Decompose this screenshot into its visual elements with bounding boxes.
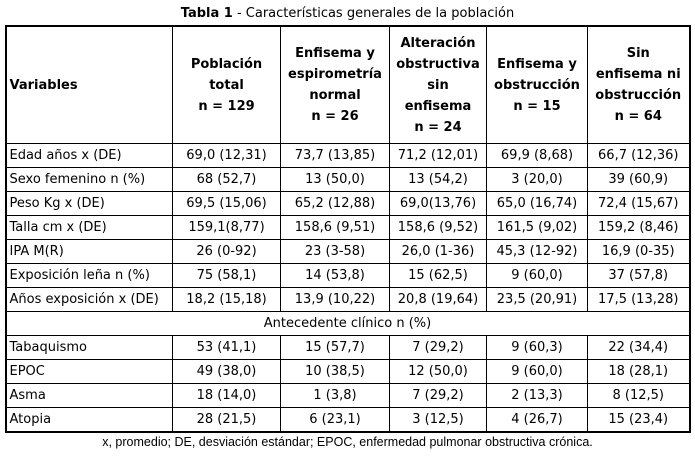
row-value: 17,5 (13,28) bbox=[587, 287, 690, 312]
row-value: 18,2 (15,18) bbox=[172, 287, 281, 312]
table-row: Asma 18 (14,0) 1 (3,8) 7 (29,2) 2 (13,3) 8 (1… bbox=[5, 383, 690, 408]
row-value: 13 (54,2) bbox=[389, 167, 487, 192]
row-value: 159,2 (8,46) bbox=[587, 215, 690, 240]
table-row: Sexo femenino n (%) 68 (52,7) 13 (50,0) 13 … bbox=[5, 167, 690, 192]
row-value: 16,9 (0-35) bbox=[587, 239, 690, 264]
table-section: Antecedente clínico n (%) bbox=[5, 311, 690, 336]
table-row: Atopia 28 (21,5) 6 (23,1) 3 (12,5) 4 (26,7) 1… bbox=[5, 407, 690, 433]
row-value: 13,9 (10,22) bbox=[280, 287, 390, 312]
table-row: Talla cm x (DE) 159,1(8,77) 158,6 (9,51) 15… bbox=[5, 215, 690, 240]
row-value: 3 (12,5) bbox=[389, 407, 487, 433]
row-value: 69,0 (12,31) bbox=[172, 143, 281, 168]
table-row: EPOC 49 (38,0) 10 (38,5) 12 (50,0) 9 (60,0) 1… bbox=[5, 359, 690, 384]
row-value: 18 (14,0) bbox=[172, 383, 281, 408]
row-value: 15 (57,7) bbox=[280, 335, 390, 360]
row-value: 15 (23,4) bbox=[587, 407, 690, 433]
row-value: 13 (50,0) bbox=[280, 167, 390, 192]
characteristics-table: Variables Población total n = 129 Enfise… bbox=[4, 25, 691, 433]
header-poblacion-total: Población total n = 129 bbox=[172, 25, 281, 144]
row-value: 8 (12,5) bbox=[587, 383, 690, 408]
row-value: 9 (60,3) bbox=[486, 335, 588, 360]
row-label: Sexo femenino n (%) bbox=[5, 167, 173, 192]
table-title-text: - Características generales de la poblac… bbox=[232, 6, 515, 21]
row-value: 1 (3,8) bbox=[280, 383, 390, 408]
table-row: Edad años x (DE) 69,0 (12,31) 73,7 (13,85)… bbox=[5, 143, 690, 168]
row-label: Edad años x (DE) bbox=[5, 143, 173, 168]
row-label: Talla cm x (DE) bbox=[5, 215, 173, 240]
table-header: Variables Población total n = 129 Enfise… bbox=[5, 25, 690, 144]
row-value: 22 (34,4) bbox=[587, 335, 690, 360]
row-value: 66,7 (12,36) bbox=[587, 143, 690, 168]
row-value: 7 (29,2) bbox=[389, 335, 487, 360]
row-value: 159,1(8,77) bbox=[172, 215, 281, 240]
table-row: Tabaquismo 53 (41,1) 15 (57,7) 7 (29,2) 9 (6… bbox=[5, 335, 690, 360]
row-value: 9 (60,0) bbox=[486, 263, 588, 288]
row-value: 69,0(13,76) bbox=[389, 191, 487, 216]
row-value: 23 (3-58) bbox=[280, 239, 390, 264]
table-body-general: Edad años x (DE) 69,0 (12,31) 73,7 (13,85)… bbox=[5, 143, 690, 312]
row-value: 9 (60,0) bbox=[486, 359, 588, 384]
row-value: 65,0 (16,74) bbox=[486, 191, 588, 216]
row-value: 10 (38,5) bbox=[280, 359, 390, 384]
row-value: 20,8 (19,64) bbox=[389, 287, 487, 312]
row-value: 26,0 (1-36) bbox=[389, 239, 487, 264]
row-value: 75 (58,1) bbox=[172, 263, 281, 288]
row-label: Peso Kg x (DE) bbox=[5, 191, 173, 216]
row-value: 71,2 (12,01) bbox=[389, 143, 487, 168]
row-value: 15 (62,5) bbox=[389, 263, 487, 288]
row-label: Años exposición x (DE) bbox=[5, 287, 173, 312]
row-value: 23,5 (20,91) bbox=[486, 287, 588, 312]
row-value: 6 (23,1) bbox=[280, 407, 390, 433]
row-value: 65,2 (12,88) bbox=[280, 191, 390, 216]
header-row: Variables Población total n = 129 Enfise… bbox=[5, 25, 690, 144]
table-row: Exposición leña n (%) 75 (58,1) 14 (53,8) 1… bbox=[5, 263, 690, 288]
row-value: 73,7 (13,85) bbox=[280, 143, 390, 168]
row-value: 49 (38,0) bbox=[172, 359, 281, 384]
row-label: IPA M(R) bbox=[5, 239, 173, 264]
row-label: Exposición leña n (%) bbox=[5, 263, 173, 288]
table-row: IPA M(R) 26 (0-92) 23 (3-58) 26,0 (1-36) 45,… bbox=[5, 239, 690, 264]
table-title: Tabla 1 - Características generales de l… bbox=[0, 0, 695, 22]
row-value: 45,3 (12-92) bbox=[486, 239, 588, 264]
row-value: 14 (53,8) bbox=[280, 263, 390, 288]
table-row: Peso Kg x (DE) 69,5 (15,06) 65,2 (12,88) 69… bbox=[5, 191, 690, 216]
row-value: 161,5 (9,02) bbox=[486, 215, 588, 240]
row-value: 158,6 (9,52) bbox=[389, 215, 487, 240]
row-label: Atopia bbox=[5, 407, 173, 433]
row-value: 3 (20,0) bbox=[486, 167, 588, 192]
row-value: 68 (52,7) bbox=[172, 167, 281, 192]
row-label: Asma bbox=[5, 383, 173, 408]
row-value: 39 (60,9) bbox=[587, 167, 690, 192]
header-enfisema-y-obstruccion: Enfisema y obstrucción n = 15 bbox=[486, 25, 588, 144]
row-label: EPOC bbox=[5, 359, 173, 384]
row-value: 2 (13,3) bbox=[486, 383, 588, 408]
row-value: 26 (0-92) bbox=[172, 239, 281, 264]
header-alteracion-obstructiva-sin-enfisema: Alteración obstructiva sin enfisema n = … bbox=[389, 25, 487, 144]
row-label: Tabaquismo bbox=[5, 335, 173, 360]
row-value: 12 (50,0) bbox=[389, 359, 487, 384]
section-row: Antecedente clínico n (%) bbox=[5, 311, 690, 336]
table-title-number: Tabla 1 bbox=[180, 6, 233, 21]
table-row: Años exposición x (DE) 18,2 (15,18) 13,9 (… bbox=[5, 287, 690, 312]
row-value: 69,5 (15,06) bbox=[172, 191, 281, 216]
row-value: 72,4 (15,67) bbox=[587, 191, 690, 216]
header-sin-enfisema-ni-obstruccion: Sin enfisema ni obstrucción n = 64 bbox=[587, 25, 690, 144]
row-value: 37 (57,8) bbox=[587, 263, 690, 288]
table-body-antecedentes: Tabaquismo 53 (41,1) 15 (57,7) 7 (29,2) 9 (6… bbox=[5, 335, 690, 433]
header-enfisema-espirometria-normal: Enfisema y espirometría normal n = 26 bbox=[280, 25, 390, 144]
row-value: 4 (26,7) bbox=[486, 407, 588, 433]
row-value: 7 (29,2) bbox=[389, 383, 487, 408]
row-value: 69,9 (8,68) bbox=[486, 143, 588, 168]
row-value: 18 (28,1) bbox=[587, 359, 690, 384]
row-value: 158,6 (9,51) bbox=[280, 215, 390, 240]
section-header-antecedente-clinico: Antecedente clínico n (%) bbox=[5, 311, 690, 336]
table-footnote: x, promedio; DE, desviación estándar; EP… bbox=[102, 435, 593, 449]
row-value: 53 (41,1) bbox=[172, 335, 281, 360]
header-variables: Variables bbox=[5, 25, 173, 144]
row-value: 28 (21,5) bbox=[172, 407, 281, 433]
